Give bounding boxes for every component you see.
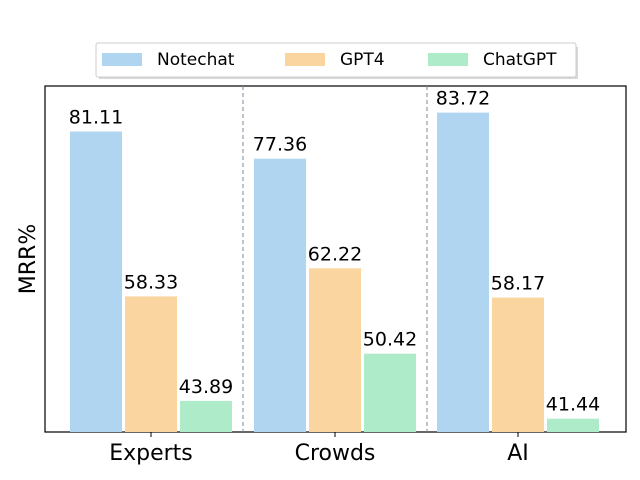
data-label: 41.44 [546,394,600,416]
bar-gpt4-experts [125,296,177,432]
legend-box [95,42,577,78]
bar-notechat-ai [437,112,489,432]
data-label: 58.17 [491,273,545,295]
data-label: 81.11 [69,107,123,129]
bar-notechat-crowds [254,158,306,432]
legend-swatch-chatgpt [428,53,468,66]
data-label: 83.72 [436,88,490,110]
legend-label-notechat: Notechat [157,50,235,70]
data-label: 62.22 [308,243,362,265]
bar-gpt4-ai [492,297,544,432]
legend-label-chatgpt: ChatGPT [483,50,557,70]
x-tick-label: Crowds [295,441,376,466]
legend-label-gpt4: GPT4 [340,50,385,70]
data-label: 50.42 [363,329,417,351]
legend-swatch-notechat [102,53,142,66]
bar-gpt4-crowds [309,268,361,432]
bar-notechat-experts [70,131,122,432]
legend [95,42,578,79]
data-label: 77.36 [253,134,307,156]
x-tick-label: AI [507,441,529,466]
bar-chatgpt-experts [180,400,232,432]
data-label: 43.89 [179,376,233,398]
x-tick-label: Experts [109,441,193,466]
legend-swatch-gpt4 [285,53,325,66]
bar-chatgpt-crowds [364,353,416,432]
y-axis-label: MRR% [16,224,41,294]
data-label: 58.33 [124,271,178,293]
bar-chatgpt-ai [547,418,599,432]
